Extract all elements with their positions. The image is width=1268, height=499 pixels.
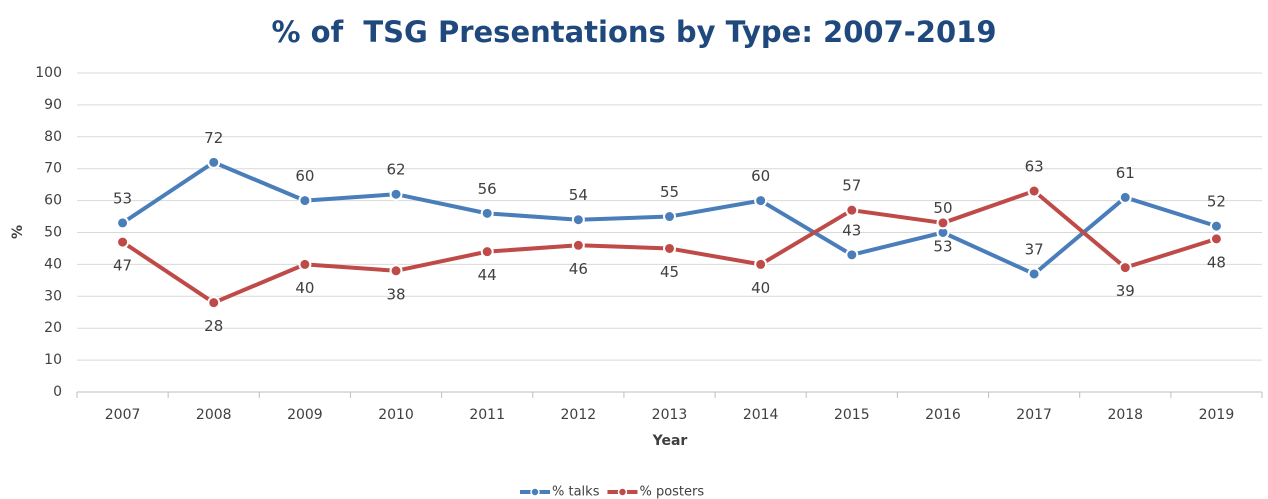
data-label: 47 (113, 257, 132, 275)
data-label: 61 (1116, 164, 1135, 182)
data-label: 54 (569, 186, 588, 204)
point-marker (1118, 261, 1132, 275)
point-marker (298, 257, 312, 271)
x-tick-label: 2014 (743, 407, 779, 423)
data-label: 44 (478, 266, 497, 284)
data-label: 60 (751, 167, 770, 185)
point-marker (754, 194, 768, 208)
data-label: 43 (842, 221, 861, 239)
data-label: 40 (751, 279, 770, 297)
data-label: 52 (1207, 193, 1226, 211)
data-label: 53 (933, 237, 952, 255)
point-marker (1027, 184, 1041, 198)
x-tick-label: 2013 (652, 407, 688, 423)
data-label: 60 (295, 167, 314, 185)
x-tick-label: 2017 (1016, 407, 1052, 423)
point-marker (845, 203, 859, 217)
point-marker (207, 155, 221, 169)
point-marker (1027, 267, 1041, 281)
legend-marker (530, 487, 540, 497)
point-marker (571, 238, 585, 252)
y-tick-label: 30 (44, 288, 62, 304)
x-tick-label: 2018 (1107, 407, 1143, 423)
point-marker (116, 216, 130, 230)
chart-title: % of TSG Presentations by Type: 2007-201… (272, 15, 997, 49)
x-tick-label: 2010 (378, 407, 414, 423)
point-marker (571, 213, 585, 227)
legend-marker (617, 487, 628, 497)
point-marker (845, 248, 859, 262)
x-tick-label: 2016 (925, 407, 961, 423)
point-marker (936, 216, 950, 230)
data-label: 56 (478, 180, 497, 198)
legend-label: % talks (552, 485, 600, 499)
y-tick-label: 10 (44, 352, 62, 368)
x-tick-label: 2015 (834, 407, 870, 423)
point-marker (389, 187, 403, 201)
x-tick-label: 2011 (469, 407, 505, 423)
data-label: 55 (660, 183, 679, 201)
data-label: 63 (1025, 158, 1044, 176)
data-label: 39 (1116, 282, 1135, 300)
data-label: 62 (386, 161, 405, 179)
x-axis-title: Year (652, 433, 688, 449)
point-marker (389, 264, 403, 278)
point-marker (1209, 232, 1223, 246)
data-label: 38 (386, 285, 405, 303)
y-tick-label: 100 (35, 65, 62, 81)
data-label: 46 (569, 260, 588, 278)
data-label: 57 (842, 177, 861, 195)
x-tick-label: 2012 (561, 407, 597, 423)
data-label: 48 (1207, 253, 1226, 271)
x-tick-label: 2009 (287, 407, 323, 423)
data-label: 50 (933, 199, 952, 217)
point-marker (116, 235, 130, 249)
y-tick-label: 60 (44, 193, 62, 209)
data-label: 72 (204, 129, 223, 147)
data-label: 37 (1025, 240, 1044, 258)
x-tick-label: 2008 (196, 407, 232, 423)
point-marker (298, 194, 312, 208)
y-axis-title: % (10, 225, 26, 239)
y-tick-label: 50 (44, 225, 62, 241)
x-tick-label: 2007 (105, 407, 141, 423)
point-marker (1118, 190, 1132, 204)
y-tick-label: 20 (44, 320, 62, 336)
point-marker (663, 241, 676, 255)
point-marker (754, 257, 768, 271)
point-marker (207, 296, 221, 310)
y-tick-label: 70 (44, 161, 62, 177)
point-marker (663, 210, 676, 224)
point-marker (480, 245, 494, 259)
data-label: 28 (204, 317, 223, 335)
data-label: 40 (295, 279, 314, 297)
y-tick-label: 0 (53, 384, 62, 400)
x-tick-label: 2019 (1199, 407, 1235, 423)
y-tick-label: 90 (44, 97, 62, 113)
y-tick-label: 40 (44, 256, 62, 272)
point-marker (1209, 219, 1223, 233)
data-label: 45 (660, 263, 679, 281)
point-marker (480, 206, 494, 220)
data-label: 53 (113, 189, 132, 207)
legend-label: % posters (639, 485, 704, 499)
y-tick-label: 80 (44, 129, 62, 145)
